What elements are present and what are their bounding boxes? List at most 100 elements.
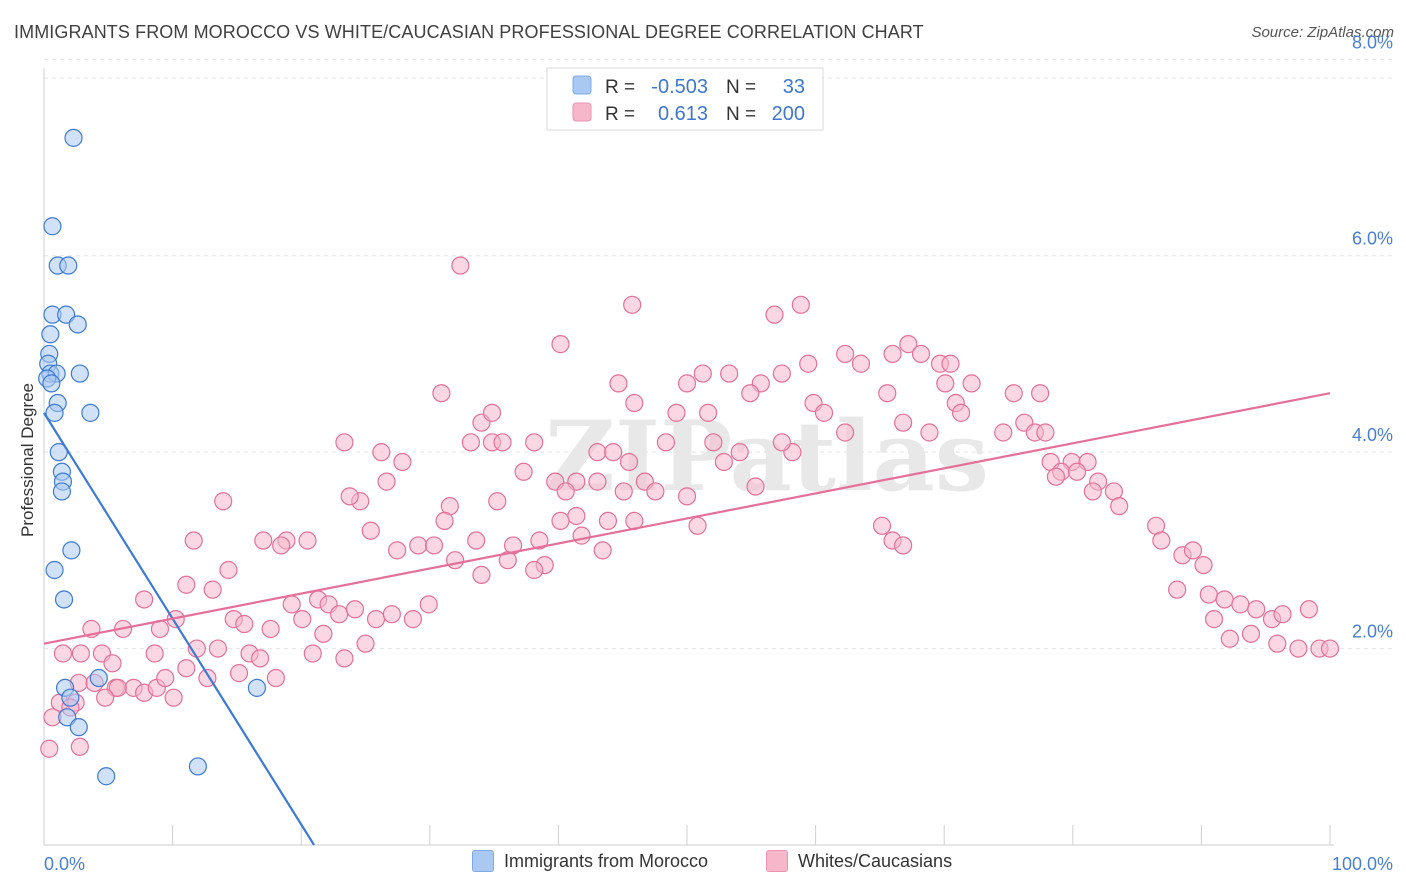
stats-n-value-1: 33 (783, 76, 805, 98)
point-whites (893, 413, 913, 432)
tick-labels: 2.0% 4.0% 6.0% 8.0% 0.0% 100.0% (44, 32, 1393, 874)
point-whites (356, 634, 375, 653)
point-whites (1320, 639, 1340, 658)
point-morocco (62, 541, 81, 560)
point-whites (693, 364, 712, 383)
point-whites (282, 595, 301, 614)
point-whites (1268, 634, 1287, 653)
point-whites (936, 374, 955, 393)
point-whites (614, 482, 633, 501)
point-morocco (45, 560, 64, 580)
point-whites (1199, 585, 1218, 604)
point-morocco (45, 403, 64, 422)
gridlines (44, 58, 1392, 845)
point-whites (720, 364, 739, 383)
point-whites (646, 482, 665, 501)
stats-n-label-1: N = (726, 77, 756, 98)
legend-swatch-blue (472, 850, 494, 872)
point-whites (619, 452, 639, 472)
y-tick-label: 6.0% (1352, 229, 1393, 249)
point-whites (472, 565, 491, 585)
point-whites (556, 482, 575, 501)
legend-label-morocco: Immigrants from Morocco (504, 850, 709, 871)
point-whites (382, 605, 401, 624)
point-whites (1031, 384, 1050, 403)
point-whites (1220, 629, 1239, 648)
point-whites (330, 605, 349, 624)
y-tick-label: 4.0% (1352, 425, 1393, 445)
point-whites (994, 423, 1013, 442)
point-whites (872, 516, 892, 535)
point-whites (765, 305, 784, 324)
point-morocco (42, 374, 61, 393)
point-whites (1083, 482, 1102, 501)
point-whites (883, 344, 902, 364)
point-whites (604, 443, 623, 462)
point-whites (482, 403, 502, 422)
point-whites (409, 536, 428, 555)
point-whites (567, 506, 586, 526)
point-whites (298, 531, 317, 550)
point-whites (609, 374, 628, 393)
point-whites (551, 335, 570, 354)
stats-swatch-pink (572, 102, 592, 122)
point-whites (714, 452, 733, 472)
legend-swatch-pink (766, 850, 788, 872)
point-morocco (64, 128, 83, 147)
point-whites (70, 737, 89, 756)
point-whites (1036, 423, 1055, 442)
chart-title: IMMIGRANTS FROM MOROCCO VS WHITE/CAUCASI… (14, 22, 924, 42)
point-whites (103, 654, 122, 673)
point-whites (514, 462, 533, 481)
point-whites (1004, 384, 1023, 403)
stats-n-value-2: 200 (772, 103, 805, 125)
point-whites (498, 551, 517, 570)
stats-box-frame (546, 67, 824, 131)
point-whites (741, 384, 760, 403)
point-whites (799, 354, 818, 373)
point-morocco (68, 315, 87, 334)
point-whites (551, 511, 570, 530)
point-whites (303, 644, 322, 663)
point-whites (203, 580, 222, 599)
point-whites (1289, 639, 1308, 658)
point-whites (677, 374, 697, 393)
point-whites (96, 688, 115, 707)
point-whites (1247, 600, 1266, 619)
point-whites (951, 403, 971, 422)
point-whites (588, 472, 607, 491)
y-tick-label: 2.0% (1352, 622, 1393, 642)
point-morocco (81, 403, 100, 422)
point-whites (836, 344, 855, 364)
point-whites (593, 541, 612, 560)
point-whites (177, 659, 196, 678)
point-whites (314, 624, 333, 643)
x-tick-label-max: 100.0% (1332, 854, 1393, 874)
point-whites (698, 403, 718, 422)
point-whites (219, 560, 238, 580)
point-whites (1110, 497, 1129, 516)
stats-r-value-1: -0.503 (651, 76, 708, 98)
point-whites (941, 354, 960, 373)
trend-lines (43, 392, 1331, 846)
point-morocco (57, 305, 76, 324)
point-whites (229, 664, 249, 683)
point-whites (1204, 610, 1224, 629)
point-whites (677, 487, 697, 506)
trend-line-whites (43, 392, 1331, 645)
point-whites (1241, 624, 1261, 643)
point-whites (772, 364, 791, 383)
point-whites (419, 595, 438, 614)
trend-line-morocco (43, 412, 315, 846)
point-whites (730, 443, 749, 462)
point-whites (293, 610, 312, 629)
point-whites (254, 531, 273, 550)
point-whites (814, 403, 834, 422)
point-whites (911, 344, 931, 364)
x-tick-label-min: 0.0% (44, 854, 85, 874)
point-whites (208, 639, 228, 658)
point-whites (791, 295, 810, 314)
point-whites (261, 619, 280, 639)
point-whites (340, 487, 359, 506)
point-whites (572, 526, 591, 545)
